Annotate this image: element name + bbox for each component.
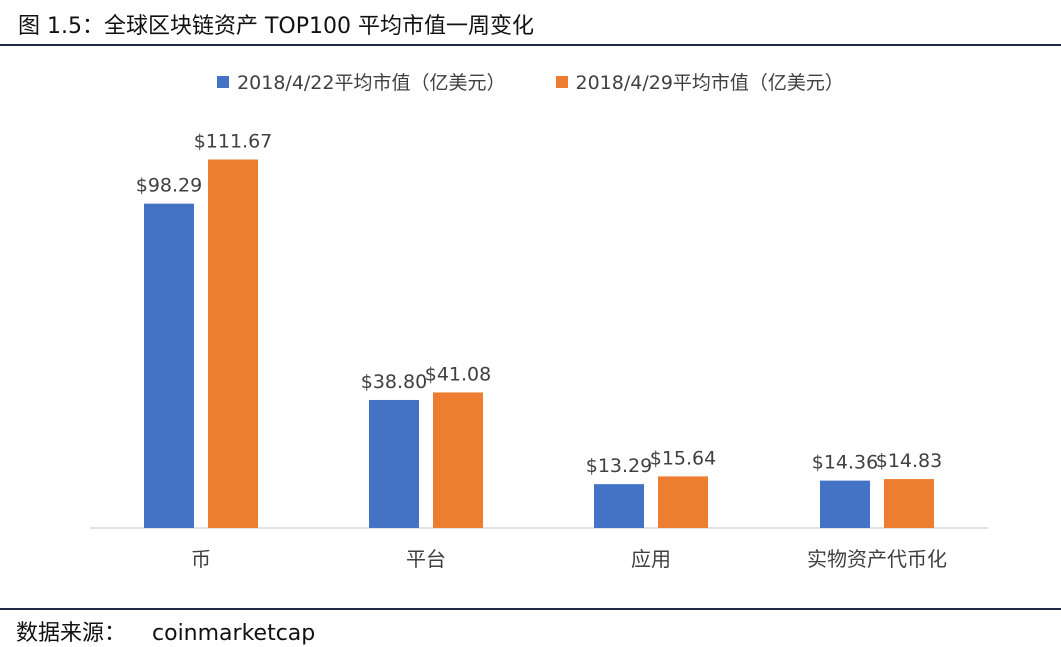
legend-label-series-2: 2018/4/29平均市值（亿美元）	[575, 72, 844, 94]
data-label-series-2-cat-1: $111.67	[194, 130, 273, 152]
bar-series-2-cat-4	[884, 479, 934, 528]
bar-series-1-cat-4	[820, 480, 870, 528]
source-note: 数据来源： coinmarketcap	[16, 615, 315, 647]
data-label-series-1-cat-4: $14.36	[812, 452, 878, 474]
source-label: 数据来源：	[16, 621, 127, 646]
category-label-3: 应用	[631, 547, 671, 571]
bar-series-1-cat-2	[369, 399, 419, 528]
bar-series-2-cat-3	[658, 476, 708, 528]
source-value: coinmarketcap	[152, 621, 316, 646]
bar-series-1-cat-3	[594, 484, 644, 528]
data-label-series-2-cat-2: $41.08	[425, 363, 491, 385]
bar-series-2-cat-2	[433, 392, 483, 528]
bar-chart: $98.29 $111.67 币 $38.80$41.08 平台 $13.29$15.64…	[90, 130, 988, 571]
footer-divider	[0, 608, 1061, 610]
bar-series-2-cat-1	[208, 159, 258, 528]
title-divider	[0, 44, 1061, 46]
category-label-4: 实物资产代币化	[807, 547, 947, 571]
legend-swatch-orange	[555, 75, 568, 88]
legend-label-series-1: 2018/4/22平均市值（亿美元）	[237, 72, 506, 94]
data-label-series-2-cat-4: $14.83	[876, 450, 942, 472]
data-label-series-2-cat-3: $15.64	[650, 447, 716, 469]
legend-swatch-blue	[217, 75, 230, 88]
chart-legend: 2018/4/22平均市值（亿美元） 2018/4/29平均市值（亿美元）	[0, 68, 1061, 95]
bar-series-1-cat-1	[144, 203, 194, 528]
category-label-1: 币	[191, 547, 211, 571]
legend-item-series-2: 2018/4/29平均市值（亿美元）	[555, 68, 844, 95]
category-label-2: 平台	[406, 547, 446, 571]
data-label-series-1-cat-1: $98.29	[136, 175, 202, 197]
data-label-series-1-cat-3: $13.29	[586, 455, 652, 477]
legend-item-series-1: 2018/4/22平均市值（亿美元）	[217, 68, 506, 95]
data-label-series-1-cat-2: $38.80	[361, 371, 427, 393]
figure-title: 图 1.5：全球区块链资产 TOP100 平均市值一周变化	[18, 14, 534, 39]
